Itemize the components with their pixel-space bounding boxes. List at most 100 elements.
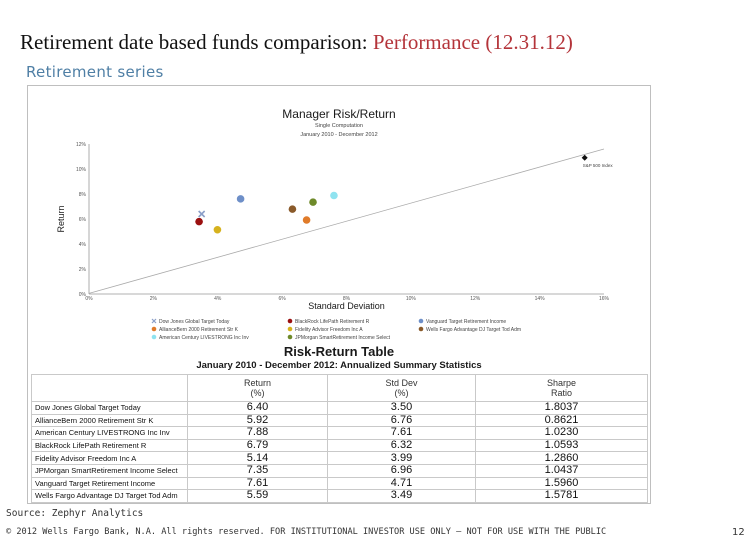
y-tick-label: 8% [79,192,87,198]
table-row: JPMorgan SmartRetirement Income Select 7.… [31,463,648,478]
legend-marker [287,318,293,324]
chart-subtitle: Single Computation [315,123,363,129]
data-point-label: S&P 500 Index [583,163,614,168]
y-tick-label: 12% [76,142,87,148]
legend-label: BlackRock LifePath Retirement R [295,319,370,325]
x-tick-label: 14% [535,296,546,302]
data-point [309,198,317,206]
y-tick-label: 6% [79,217,87,223]
value-cell: 1.0230 [475,426,648,440]
value-cell: 0.8621 [475,413,648,428]
x-tick-label: 16% [599,296,610,302]
figure-panel: Manager Risk/Return Single Computation Jan… [27,85,651,504]
value-cell: 7.88 [187,426,328,440]
value-cell: 6.40 [187,401,328,415]
value-cell: 6.79 [187,438,328,453]
value-cell: 1.5960 [475,476,648,491]
risk-return-scatter-chart: Manager Risk/Return Single Computation Jan… [56,107,614,341]
legend-marker [418,318,424,324]
footer-disclaimer: © 2012 Wells Fargo Bank, N.A. All rights… [6,527,607,537]
legend-marker [151,326,157,332]
table-row: Vanguard Target Retirement Income 7.61 4.7… [31,476,648,491]
fund-name-cell: Dow Jones Global Target Today [31,401,188,415]
slide-title-text: Retirement date based funds comparison: [20,30,373,54]
value-cell: 3.49 [327,489,476,503]
table-body: Dow Jones Global Target Today 6.40 3.50 1.8… [31,401,648,503]
fund-name-cell: Fidelity Advisor Freedom Inc A [31,451,188,465]
legend-marker [418,326,424,332]
y-tick-label: 10% [76,167,87,173]
value-cell: 6.96 [327,463,476,478]
table-column-header: Return (%) [187,374,328,402]
x-axis-label: Standard Deviation [308,301,385,311]
fund-name-cell: American Century LIVESTRONG Inc Inv [31,426,188,440]
value-cell: 1.8037 [475,401,648,415]
x-tick-label: 4% [214,296,222,302]
risk-return-table: Return (%) Std Dev (%) Sharpe Ratio Dow Jo… [31,374,648,503]
table-row: Dow Jones Global Target Today 6.40 3.50 1.8… [31,401,648,415]
legend-label: Dow Jones Global Target Today [159,319,230,325]
x-tick-label: 10% [406,296,417,302]
table-row: BlackRock LifePath Retirement R 6.79 6.32 1… [31,438,648,453]
slide-title: Retirement date based funds comparison: … [20,30,573,55]
data-point [195,217,203,226]
legend-label: Wells Fargo Advantage DJ Target Tod Adm [426,327,521,333]
data-point [236,195,245,203]
table-title: Risk-Return Table [283,344,395,359]
table-subtitle: January 2010 - December 2012: Annualized… [196,360,482,371]
x-tick-label: 0% [85,296,93,302]
chart-title: Manager Risk/Return [282,107,395,121]
value-cell: 5.59 [187,489,328,503]
value-cell: 1.5781 [475,489,648,503]
table-column-header: Sharpe Ratio [475,374,648,402]
table-row: AllianceBern 2000 Retirement Str K 5.92 6.… [31,413,648,428]
legend-marker [287,334,293,340]
y-tick-label: 0% [79,292,87,298]
value-cell: 5.92 [187,413,328,428]
section-subtitle: Retirement series [26,63,164,81]
legend-label: JPMorgan SmartRetirement Income Select [295,335,391,341]
value-cell: 1.0437 [475,463,648,478]
fund-name-cell: AllianceBern 2000 Retirement Str K [31,413,188,428]
value-cell: 1.2860 [475,451,648,465]
page-number: 12 [732,527,745,538]
data-point [330,191,338,200]
y-tick-label: 4% [79,242,87,248]
legend-marker [287,326,293,332]
fund-name-cell: BlackRock LifePath Retirement R [31,438,188,453]
value-cell: 4.71 [327,476,476,491]
x-tick-label: 2% [150,296,158,302]
x-tick-label: 12% [470,296,481,302]
x-tick-label: 8% [343,296,351,302]
value-cell: 6.32 [327,438,476,453]
value-cell: 5.14 [187,451,328,465]
legend-label: Fidelity Advisor Freedom Inc A [295,327,363,333]
fund-name-cell: Wells Fargo Advantage DJ Target Tod Adm [31,489,188,503]
x-tick-label: 6% [279,296,287,302]
data-point-diamond [581,154,588,161]
regression-line [88,148,605,294]
legend-label: AllianceBern 2000 Retirement Str K [159,327,239,333]
table-row: American Century LIVESTRONG Inc Inv 7.88 7… [31,426,648,440]
value-cell: 7.61 [327,426,476,440]
legend-label: Vanguard Target Retirement Income [426,319,506,325]
value-cell: 7.35 [187,463,328,478]
table-column-header: Std Dev (%) [327,374,476,402]
value-cell: 3.99 [327,451,476,465]
data-point [213,225,222,234]
legend-marker [151,318,157,324]
value-cell: 7.61 [187,476,328,491]
source-note: Source: Zephyr Analytics [6,508,144,519]
data-point-x-stroke-b [198,210,206,218]
table-row: Fidelity Advisor Freedom Inc A 5.14 3.99 1.… [31,451,648,465]
legend-marker [151,334,157,340]
fund-name-cell: Vanguard Target Retirement Income [31,476,188,491]
table-column-header [31,374,188,402]
value-cell: 1.0593 [475,438,648,453]
slide-title-accent: Performance (12.31.12) [372,30,573,54]
value-cell: 6.76 [327,413,476,428]
legend-label: American Century LIVESTRONG Inc Inv [159,335,249,341]
y-axis-label: Return [56,205,66,232]
risk-return-table-panel: Risk-Return Table January 2010 - Decembe… [31,344,648,503]
fund-name-cell: JPMorgan SmartRetirement Income Select [31,463,188,478]
